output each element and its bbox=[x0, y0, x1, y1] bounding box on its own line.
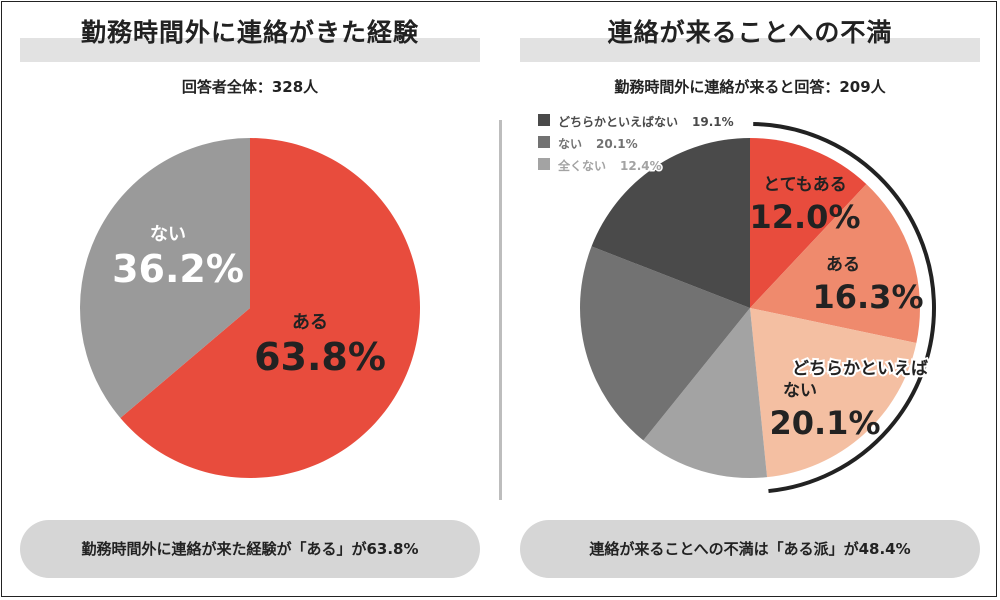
pie-slice-3 bbox=[643, 308, 768, 478]
right-summary-pill: 連絡が来ることへの不満は「ある派」が48.4% bbox=[520, 520, 980, 578]
pie-slice-0 bbox=[750, 138, 867, 308]
legend-value: 19.1% bbox=[692, 115, 734, 129]
slice-value: 20.1% bbox=[769, 404, 880, 442]
satisfaction-arc bbox=[753, 122, 936, 494]
legend-swatch bbox=[538, 158, 550, 170]
slice-label-line1: どちらかといえば bbox=[792, 359, 928, 379]
pie-slice-2 bbox=[750, 308, 917, 478]
slice-value: 16.3% bbox=[812, 278, 923, 316]
slice-label: ある bbox=[292, 312, 328, 333]
pie-slice-5 bbox=[591, 138, 750, 308]
slice-label: ない bbox=[150, 224, 186, 245]
legend-label: どちらかといえばない bbox=[558, 114, 678, 129]
pie-slice-aru bbox=[120, 138, 420, 478]
pie-slice-1 bbox=[750, 184, 920, 343]
legend-value: 12.4% bbox=[620, 159, 662, 173]
pie-slice-4 bbox=[580, 246, 750, 441]
right-chart-title: 連絡が来ることへの不満 bbox=[520, 12, 980, 62]
legend-label: 全くない bbox=[557, 158, 606, 173]
slice-label: とてもある bbox=[763, 175, 847, 195]
slice-value: 63.8% bbox=[254, 335, 386, 379]
legend-label: ない bbox=[558, 137, 582, 151]
panel-divider bbox=[499, 120, 502, 500]
slice-value: 36.2% bbox=[112, 247, 244, 291]
right-chart-subtitle: 勤務時間外に連絡が来ると回答：209人 bbox=[614, 78, 886, 96]
legend-swatch bbox=[538, 136, 550, 148]
left-chart-title: 勤務時間外に連絡がきた経験 bbox=[20, 12, 480, 62]
slice-label-line2: ない bbox=[783, 381, 817, 401]
pie-slice-nai bbox=[80, 138, 250, 418]
slice-label: ある bbox=[826, 255, 860, 275]
left-summary-pill: 勤務時間外に連絡が来た経験が「ある」が63.8% bbox=[20, 520, 480, 578]
left-chart-subtitle: 回答者全体：328人 bbox=[181, 78, 319, 96]
slice-value: 12.0% bbox=[749, 198, 860, 236]
legend-value: 20.1% bbox=[596, 137, 638, 151]
legend-swatch bbox=[538, 114, 550, 126]
